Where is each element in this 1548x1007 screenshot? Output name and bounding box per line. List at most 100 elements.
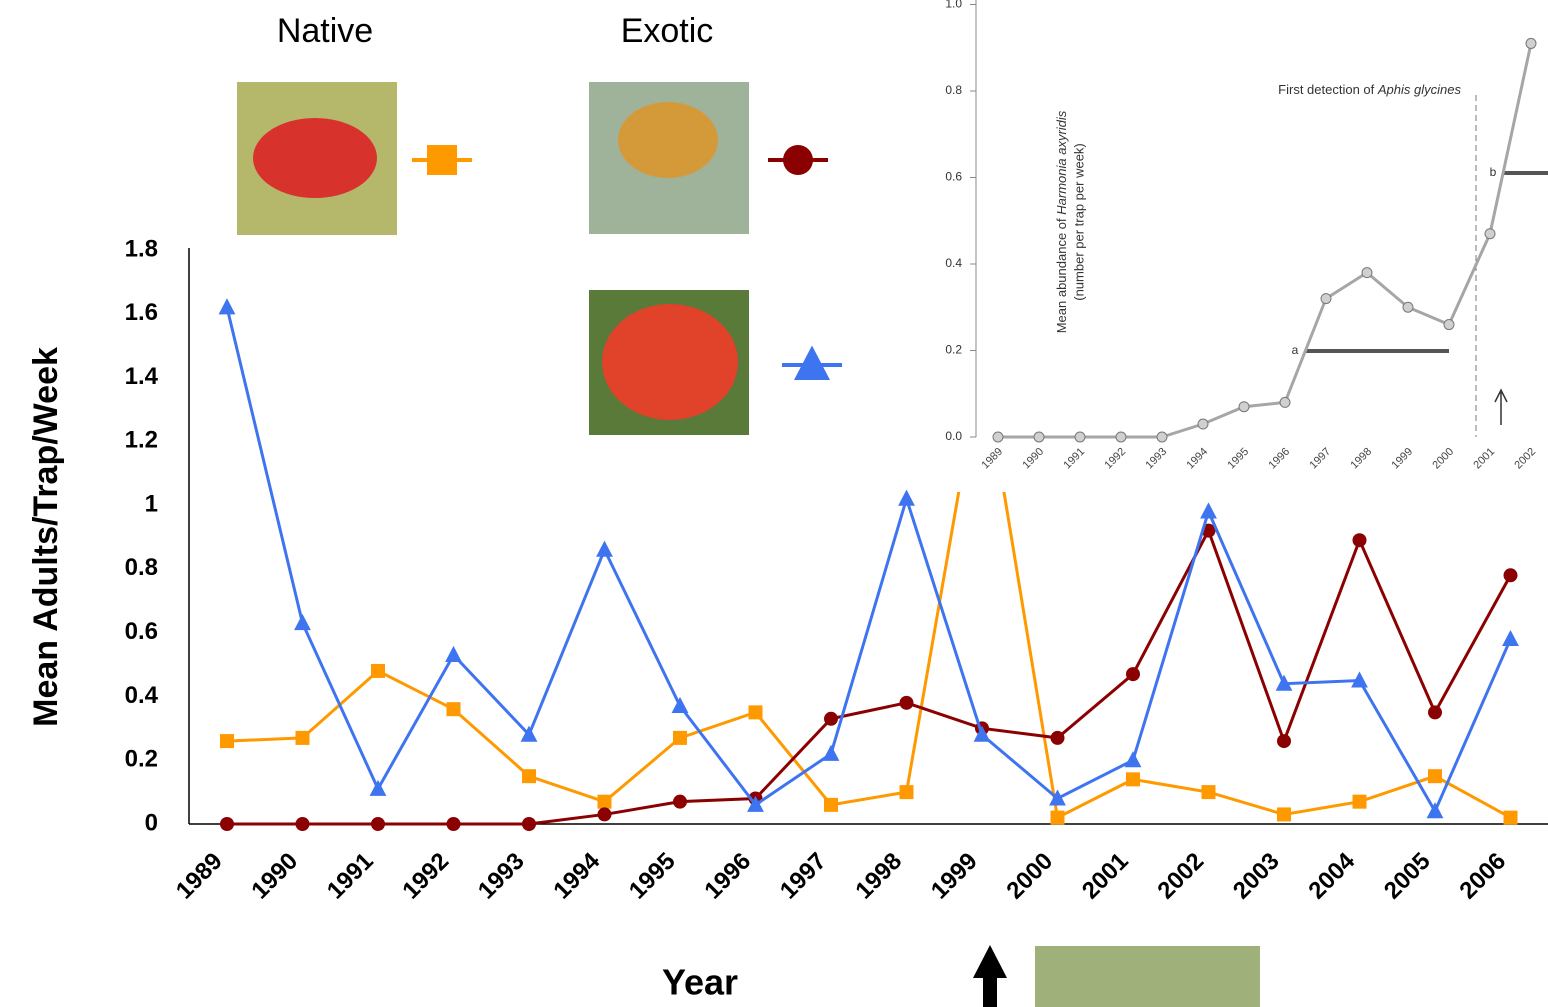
x-tick-label: 1995 (624, 848, 681, 905)
marker (1156, 431, 1168, 443)
y-tick-label: 1 (145, 490, 158, 517)
group-label: a (1292, 343, 1299, 357)
inset-y-label: (number per trap per week) (1071, 143, 1086, 301)
series-line (227, 526, 1512, 826)
marker (522, 769, 536, 784)
marker (1484, 228, 1496, 240)
marker (1050, 810, 1065, 825)
marker (522, 817, 536, 831)
marker (446, 817, 461, 831)
x-tick-label: 2005 (1379, 848, 1436, 905)
marker (1428, 769, 1442, 784)
marker (445, 645, 462, 662)
marker (520, 725, 538, 742)
marker (294, 614, 311, 631)
native-beetle-shape (253, 118, 377, 198)
y-tick-label: 0.6 (945, 170, 962, 184)
marker (1201, 785, 1216, 800)
marker (748, 705, 763, 720)
y-axis-label: Mean Adults/Trap/Week (27, 347, 65, 727)
x-tick-label: 2001 (1077, 848, 1134, 905)
x-tick-label: 1994 (548, 847, 605, 904)
marker (973, 725, 991, 742)
x-tick-label: 2006 (1454, 848, 1511, 905)
marker (1277, 807, 1291, 822)
marker (747, 795, 764, 812)
x-tick-label: 2002 (1152, 848, 1209, 905)
marker (1426, 802, 1444, 819)
y-tick-label: 0.0 (945, 429, 962, 443)
marker (596, 540, 613, 557)
y-tick-label: 0.8 (125, 554, 158, 581)
x-tick-label: 1999 (926, 848, 983, 905)
annotation-text: Aphis glycines (1377, 82, 1462, 97)
inset-y-label-text: Harmonia axyridis (1054, 110, 1069, 215)
marker (218, 298, 236, 315)
y-tick-label: 0.8 (945, 83, 962, 97)
marker (898, 489, 915, 506)
x-tick-label: 1998 (850, 848, 907, 905)
x-tick-label: 2000 (1001, 848, 1058, 905)
series-line (226, 358, 1512, 820)
marker (295, 730, 310, 745)
marker (1502, 629, 1519, 647)
arrow (1494, 388, 1508, 425)
marker (597, 807, 612, 822)
y-tick-label: 1.2 (125, 427, 158, 454)
marker (1443, 319, 1455, 331)
marker (824, 797, 838, 812)
marker (597, 794, 612, 809)
marker (1275, 674, 1293, 691)
exotic-beetle-shape (602, 304, 738, 420)
marker (1126, 667, 1140, 682)
marker (822, 744, 840, 761)
marker (371, 817, 385, 831)
x-tick-label: 1992 (397, 848, 454, 905)
x-tick-label: 1997 (775, 848, 832, 905)
inset-y-label-text: Mean abundance of (1054, 215, 1069, 334)
legend-marker (783, 145, 813, 175)
legend-heading: Exotic (621, 12, 714, 50)
legend-marker (427, 145, 457, 175)
y-tick-label: 0.4 (125, 682, 159, 709)
aphid-image (1035, 946, 1260, 1007)
y-tick-label: 0.2 (945, 343, 962, 357)
marker (369, 779, 387, 796)
x-tick-label: 1990 (246, 848, 303, 905)
arrow (973, 945, 1007, 1007)
marker (1126, 772, 1140, 787)
marker (220, 817, 234, 831)
x-tick-label: 1989 (171, 848, 228, 905)
marker (1124, 751, 1142, 768)
series-line (998, 43, 1533, 439)
y-tick-label: 1.8 (125, 235, 158, 262)
marker (1351, 671, 1368, 688)
marker (1361, 267, 1373, 279)
marker (220, 734, 234, 749)
marker (1197, 418, 1209, 430)
marker (992, 431, 1004, 443)
y-tick-label: 0.6 (125, 618, 158, 645)
x-axis-label: Year (662, 962, 738, 1003)
marker (1428, 705, 1442, 720)
marker (673, 794, 687, 809)
y-tick-label: 0 (145, 809, 158, 836)
x-tick-label: 2004 (1303, 847, 1360, 904)
inset-background (955, 0, 1548, 492)
legend-marker (794, 345, 830, 380)
x-tick-label: 1991 (322, 848, 379, 905)
marker (1279, 396, 1291, 408)
marker (673, 730, 687, 745)
x-tick-label: 1996 (699, 848, 756, 905)
inset-y-label: Mean abundance of Harmonia axyridis (1054, 110, 1069, 333)
legend-heading: Native (277, 12, 373, 50)
group-label: b (1490, 165, 1497, 179)
marker (1402, 301, 1414, 313)
y-tick-label: 0.4 (945, 256, 962, 270)
marker (1525, 37, 1537, 49)
y-tick-label: 0.2 (125, 746, 158, 773)
marker (295, 817, 310, 831)
marker (1074, 431, 1086, 443)
